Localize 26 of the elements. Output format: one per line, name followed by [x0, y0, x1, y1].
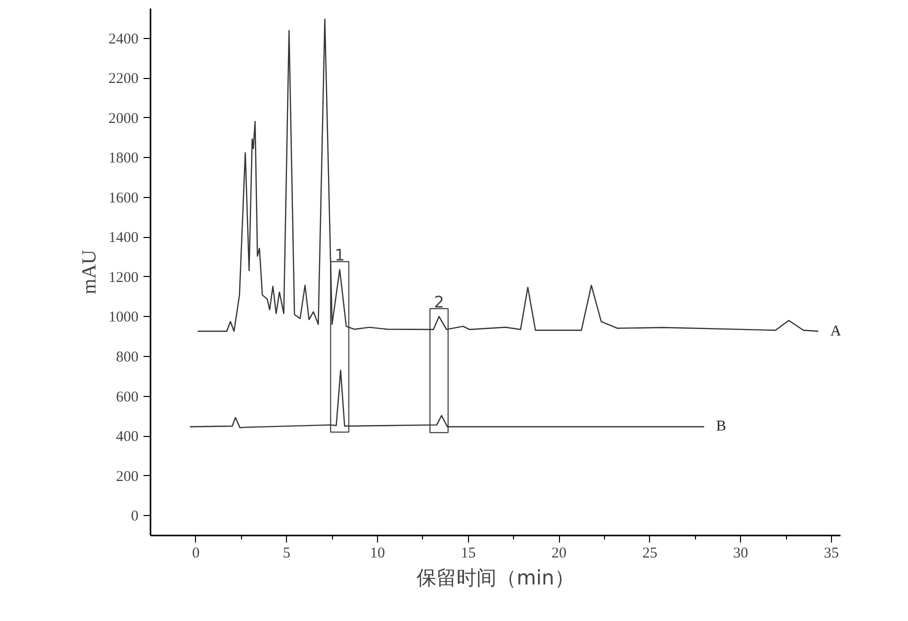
y-tick-label: 2200	[108, 71, 138, 88]
y-tick-label: 1400	[108, 230, 138, 246]
x-tick-label: 10	[370, 546, 385, 562]
y-tick-label: 1800	[108, 150, 138, 167]
series-label: B	[716, 418, 726, 435]
annotation: 2	[434, 292, 444, 312]
x-tick-label: 35	[824, 546, 839, 562]
x-tick-label: 5	[282, 546, 290, 562]
x-tick-label: 20	[552, 546, 567, 562]
y-tick-label: 800	[116, 350, 138, 366]
y-tick-label: 0	[131, 508, 138, 525]
y-tick-label: 400	[116, 429, 138, 446]
y-tick-label: 2000	[108, 110, 138, 127]
y-tick-label: 200	[116, 468, 138, 485]
y-tick-label: 1200	[108, 270, 138, 286]
x-tick-label: 0	[192, 546, 200, 562]
y-tick-label: 1000	[108, 310, 138, 326]
x-tick-label: 15	[460, 546, 476, 562]
y-tick-label: 2400	[108, 31, 138, 48]
x-tick-label: 25	[642, 546, 658, 562]
x-tick-label: 30	[733, 546, 748, 562]
annotation: 1	[334, 246, 345, 265]
x-axis-title: 保留时间（min）	[416, 566, 574, 590]
y-tick-label: 600	[116, 389, 138, 406]
y-axis-title: mAU	[78, 249, 100, 294]
y-tick-label: 1600	[108, 190, 138, 206]
